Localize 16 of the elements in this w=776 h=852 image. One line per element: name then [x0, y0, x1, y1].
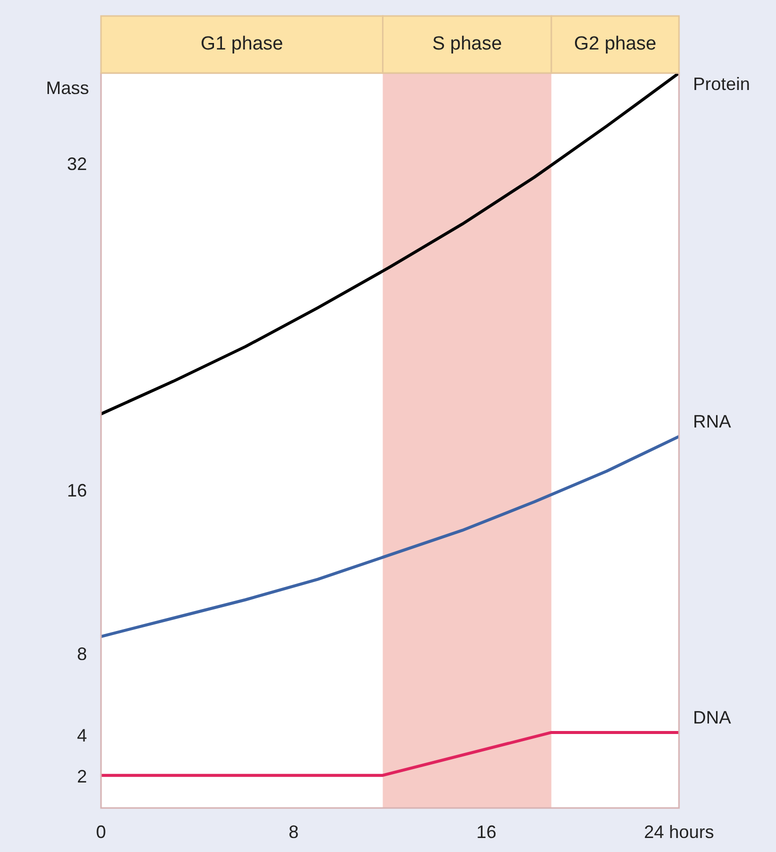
x-tick-label: 8 [288, 822, 299, 842]
band-label: S phase [432, 34, 502, 55]
x-tick-label: 16 [476, 822, 496, 842]
text: G2 phase [574, 34, 656, 55]
series-label: DNA [693, 707, 732, 728]
y-tick-label: 4 [76, 726, 87, 746]
y-axis-title: Mass [46, 78, 89, 98]
y-tick-label: 8 [76, 644, 87, 664]
y-tick-label: 16 [66, 480, 87, 501]
x-tick-label: 0 [96, 822, 106, 842]
text: G1 phase [200, 34, 284, 55]
y-tick-label: 2 [76, 766, 87, 786]
y-tick-label: 32 [66, 154, 87, 174]
x-tick-label: 24 hours [644, 822, 714, 842]
series-label: RNA [693, 411, 732, 432]
series-label: Protein [693, 74, 750, 94]
